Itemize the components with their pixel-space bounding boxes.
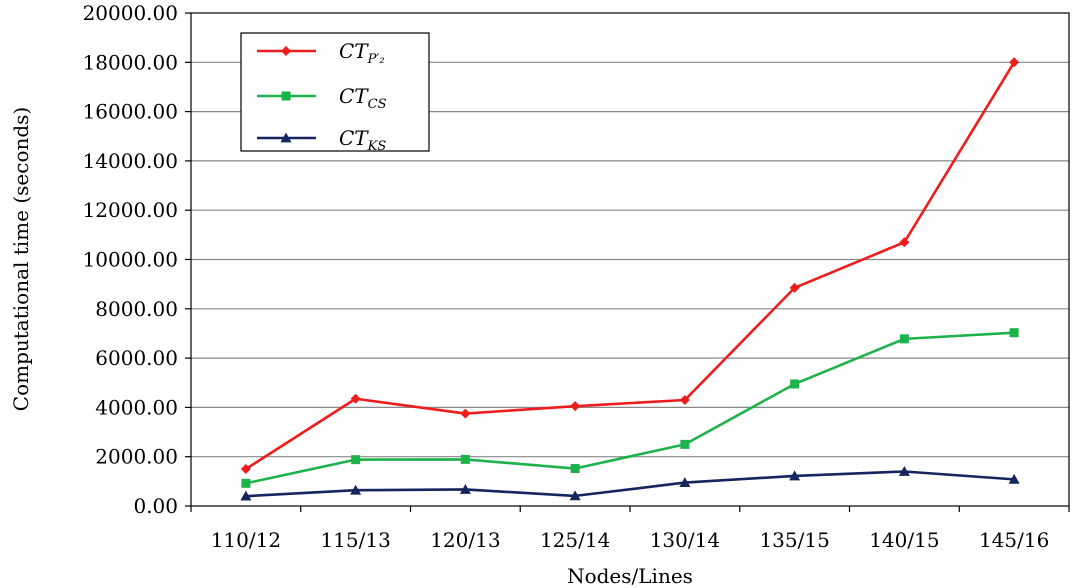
y-axis-label: Computational time (seconds) xyxy=(9,107,33,411)
x-axis-label: Nodes/Lines xyxy=(567,564,693,588)
data-point-series-2 xyxy=(789,470,801,481)
data-point-series-1 xyxy=(351,455,361,465)
y-tick-label: 4000.00 xyxy=(95,395,178,419)
legend-box xyxy=(240,32,430,152)
data-point-series-1 xyxy=(899,334,909,344)
legend-entry-0: CTP′₂ xyxy=(339,39,385,67)
legend: CTP′₂ CTCS CTKS xyxy=(240,32,430,154)
y-tick-label: 2000.00 xyxy=(95,445,178,469)
data-point-series-1 xyxy=(790,379,800,389)
x-tick-label: 110/12 xyxy=(211,528,281,552)
data-point-series-0 xyxy=(899,237,910,248)
x-tick-label: 130/14 xyxy=(650,528,720,552)
data-point-series-0 xyxy=(460,408,471,419)
series-line-2 xyxy=(245,470,1015,498)
series-lines xyxy=(245,61,1016,498)
x-tick-label: 125/14 xyxy=(540,528,610,552)
series-line-0 xyxy=(245,61,1016,471)
data-point-series-0 xyxy=(240,464,251,475)
y-tick-label: 18000.00 xyxy=(83,50,178,74)
legend-marker-0 xyxy=(281,46,291,56)
y-tick-label: 10000.00 xyxy=(83,248,178,272)
series-markers xyxy=(240,57,1020,501)
y-tick-label: 12000.00 xyxy=(83,198,178,222)
legend-marker-1 xyxy=(281,91,291,101)
y-tick-label: 6000.00 xyxy=(95,346,178,370)
legend-entry-1: CTCS xyxy=(339,84,387,112)
y-tick-label: 20000.00 xyxy=(83,1,178,25)
series-line-1 xyxy=(245,331,1015,485)
x-tick-label: 145/16 xyxy=(979,528,1049,552)
legend-marker-2 xyxy=(280,132,292,143)
y-tick-label: 8000.00 xyxy=(95,297,178,321)
x-tick-label: 115/13 xyxy=(320,528,390,552)
data-point-series-0 xyxy=(1009,57,1020,68)
data-point-series-1 xyxy=(680,439,690,449)
data-point-series-1 xyxy=(1009,328,1019,338)
data-point-series-1 xyxy=(570,464,580,474)
data-point-series-0 xyxy=(350,393,361,404)
data-point-series-2 xyxy=(240,490,252,501)
y-tick-label: 0.00 xyxy=(133,494,178,518)
y-tick-label: 14000.00 xyxy=(83,149,178,173)
x-tick-label: 140/15 xyxy=(869,528,939,552)
x-axis-ticks: 110/12 115/13 120/13 125/14 130/14 135/15 140/… xyxy=(190,506,1070,552)
x-tick-label: 135/15 xyxy=(759,528,829,552)
y-tick-label: 16000.00 xyxy=(83,100,178,124)
gridlines xyxy=(191,61,1069,458)
data-point-series-1 xyxy=(241,478,251,488)
data-point-series-2 xyxy=(898,465,910,476)
data-point-series-0 xyxy=(679,395,690,406)
data-point-series-2 xyxy=(1008,473,1020,484)
data-point-series-1 xyxy=(460,454,470,464)
y-axis-ticks: 0.00 2000.00 4000.00 6000.00 8000.00 10000.00… xyxy=(83,1,191,518)
data-point-series-2 xyxy=(679,477,691,487)
data-point-series-2 xyxy=(569,490,581,501)
legend-entry-2: CTKS xyxy=(339,126,386,154)
data-point-series-0 xyxy=(570,401,581,412)
data-point-series-2 xyxy=(350,484,362,495)
data-point-series-2 xyxy=(459,483,471,494)
x-tick-label: 120/13 xyxy=(430,528,500,552)
data-point-series-0 xyxy=(789,282,800,293)
